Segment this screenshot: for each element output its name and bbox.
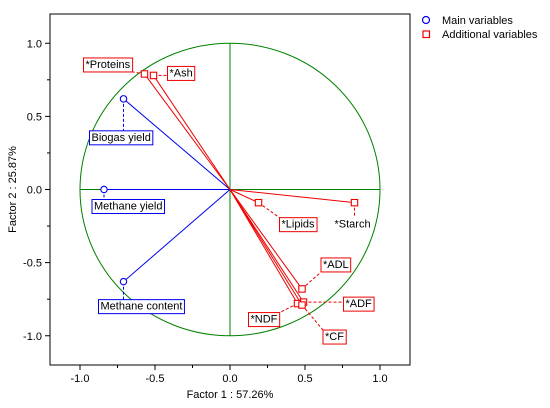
plot-area: -1.0 -0.5 0.0 0.5 1.0 1.0 0.5 0.0 -0.5 -1.0 Factor…	[7, 13, 411, 401]
data-point	[140, 70, 149, 78]
legend-marker-main	[421, 15, 431, 25]
point-label: *Ash	[170, 67, 193, 79]
point-label-box	[91, 199, 165, 214]
point-label-box	[167, 65, 196, 81]
loading-vector	[144, 73, 231, 190]
point-label: *Proteins	[86, 59, 131, 71]
loading-vector	[229, 189, 298, 304]
data-point	[254, 198, 263, 207]
y-tick-label: 0.0	[27, 185, 42, 197]
point-label-box	[320, 257, 352, 273]
label-leader-line	[279, 303, 298, 314]
y-tick-label: -1.0	[23, 331, 42, 343]
point-label-box	[279, 217, 318, 233]
x-tick-label: 0.5	[297, 373, 312, 385]
loading-vector	[123, 98, 231, 190]
x-tick-label: -1.0	[71, 373, 90, 385]
label-leader-line	[301, 271, 322, 290]
legend-label-main: Main variables	[442, 15, 513, 27]
point-label-box	[83, 57, 134, 73]
point-label: *ADL	[323, 259, 349, 271]
point-label: *Lipids	[282, 219, 316, 231]
loading-vector	[229, 189, 355, 204]
legend-label-additional: Additional variables	[442, 29, 538, 41]
point-label-box	[322, 329, 347, 345]
x-axis-title: Factor 1 : 57.26%	[187, 389, 274, 401]
point-label-box	[98, 299, 185, 315]
loading-vector	[229, 189, 259, 204]
data-point	[350, 198, 359, 207]
label-leader-line	[301, 304, 324, 331]
label-leader-line	[258, 202, 280, 219]
point-label: Methane yield	[94, 201, 163, 213]
legend-marker-additional	[422, 30, 431, 39]
data-point	[298, 301, 306, 309]
y-axis-title: Factor 2 : 25.87%	[7, 146, 19, 233]
loading-vector	[123, 189, 231, 283]
point-label: *NDF	[251, 314, 278, 326]
y-tick-label: 0.5	[27, 111, 42, 123]
point-label: *CF	[325, 331, 344, 343]
y-tick-label: -0.5	[23, 258, 42, 270]
x-tick-label: 1.0	[372, 373, 387, 385]
x-tick-label: -0.5	[146, 373, 165, 385]
loading-vector	[229, 189, 303, 290]
y-tick-label: 1.0	[27, 38, 42, 50]
point-label-box	[343, 296, 375, 312]
point-label: Methane content	[101, 301, 183, 313]
loading-vector	[153, 75, 231, 190]
point-label: Biogas yield	[92, 132, 151, 144]
loading-vector	[229, 189, 303, 306]
point-label: *Starch	[335, 219, 371, 231]
point-label-box	[248, 312, 281, 328]
x-tick-label: 0.0	[222, 373, 237, 385]
data-point	[298, 285, 306, 293]
data-point	[119, 277, 128, 286]
point-label: *ADF	[346, 298, 373, 310]
data-point	[100, 185, 108, 194]
legend: Main variables Additional variables	[421, 15, 538, 41]
data-point	[119, 95, 128, 103]
point-label-box	[89, 130, 154, 146]
data-point	[149, 71, 158, 80]
